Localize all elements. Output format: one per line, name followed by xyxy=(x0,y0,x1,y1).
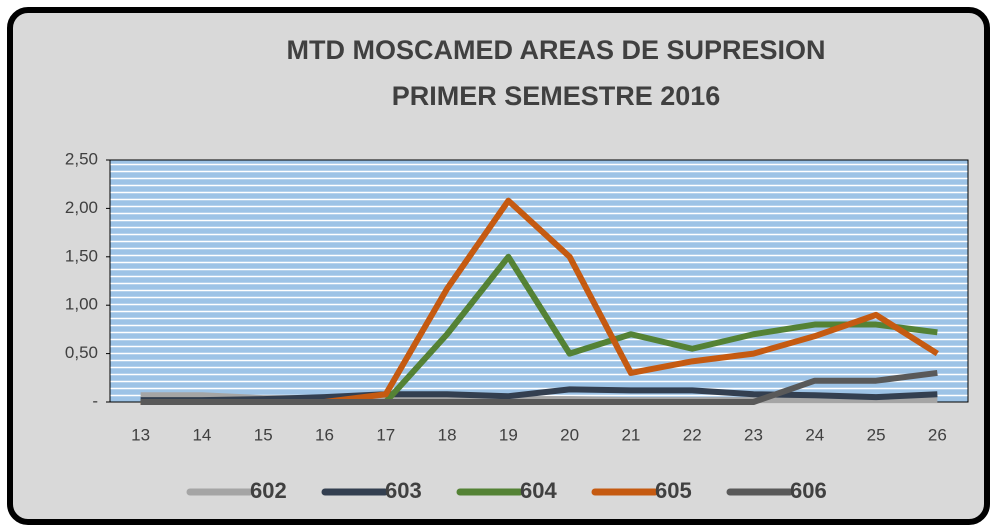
x-tick-label: 14 xyxy=(192,425,211,444)
legend-label: 606 xyxy=(790,478,827,503)
x-tick-label: 26 xyxy=(928,425,947,444)
x-tick-label: 16 xyxy=(315,425,334,444)
chart-subtitle: PRIMER SEMESTRE 2016 xyxy=(392,81,721,111)
x-tick-label: 24 xyxy=(805,425,824,444)
series-line xyxy=(140,369,938,405)
y-tick-label: 2,50 xyxy=(65,149,98,168)
plot-area xyxy=(109,159,969,403)
legend-label: 602 xyxy=(250,478,287,503)
x-tick-label: 25 xyxy=(867,425,886,444)
x-tick-label: 23 xyxy=(744,425,763,444)
chart-title: MTD MOSCAMED AREAS DE SUPRESION xyxy=(286,35,825,65)
y-tick-label: - xyxy=(92,391,98,410)
y-tick-label: 2,00 xyxy=(65,198,98,217)
x-tick-label: 18 xyxy=(438,425,457,444)
x-tick-label: 22 xyxy=(683,425,702,444)
legend-label: 603 xyxy=(385,478,422,503)
x-tick-label: 21 xyxy=(621,425,640,444)
x-tick-label: 17 xyxy=(376,425,395,444)
x-tick-label: 20 xyxy=(560,425,579,444)
y-tick-label: 0,50 xyxy=(65,343,98,362)
x-tick-label: 19 xyxy=(499,425,518,444)
series-line xyxy=(140,386,938,404)
y-tick-label: 1,00 xyxy=(65,295,98,314)
x-tick-label: 15 xyxy=(254,425,273,444)
legend-label: 605 xyxy=(655,478,692,503)
y-tick-label: 1,50 xyxy=(65,246,98,265)
legend-label: 604 xyxy=(520,478,557,503)
x-tick-label: 13 xyxy=(131,425,150,444)
